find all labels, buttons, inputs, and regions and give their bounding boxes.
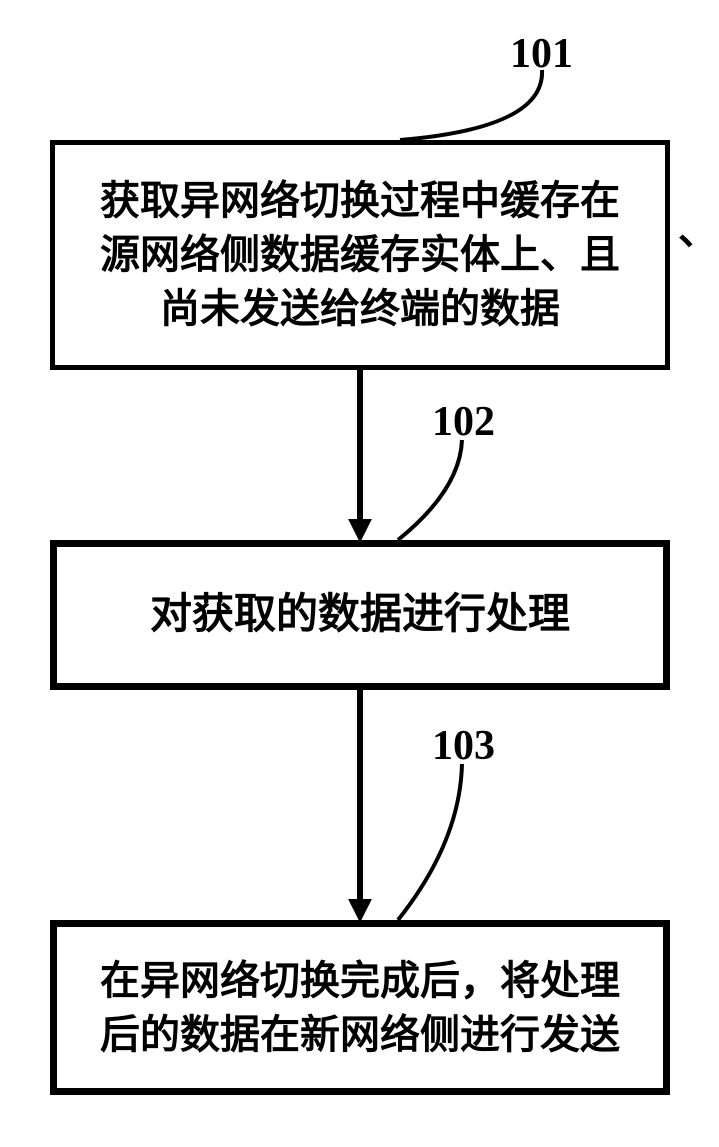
flow-node-text: 在异网络切换完成后，将处理 后的数据在新网络侧进行发送 [100, 954, 620, 1062]
trailing-glyph: 、 [678, 198, 718, 256]
flow-node-n2: 对获取的数据进行处理 [50, 540, 670, 690]
flow-label-101: 101 [510, 30, 573, 78]
flow-node-n1: 获取异网络切换过程中缓存在 源网络侧数据缓存实体上、且 尚未发送给终端的数据 [50, 140, 670, 370]
flow-label-102: 102 [432, 398, 495, 446]
flow-node-text: 对获取的数据进行处理 [150, 587, 570, 644]
flow-node-n3: 在异网络切换完成后，将处理 后的数据在新网络侧进行发送 [50, 920, 670, 1095]
flow-node-text: 获取异网络切换过程中缓存在 源网络侧数据缓存实体上、且 尚未发送给终端的数据 [100, 174, 620, 336]
flow-label-103: 103 [432, 722, 495, 770]
